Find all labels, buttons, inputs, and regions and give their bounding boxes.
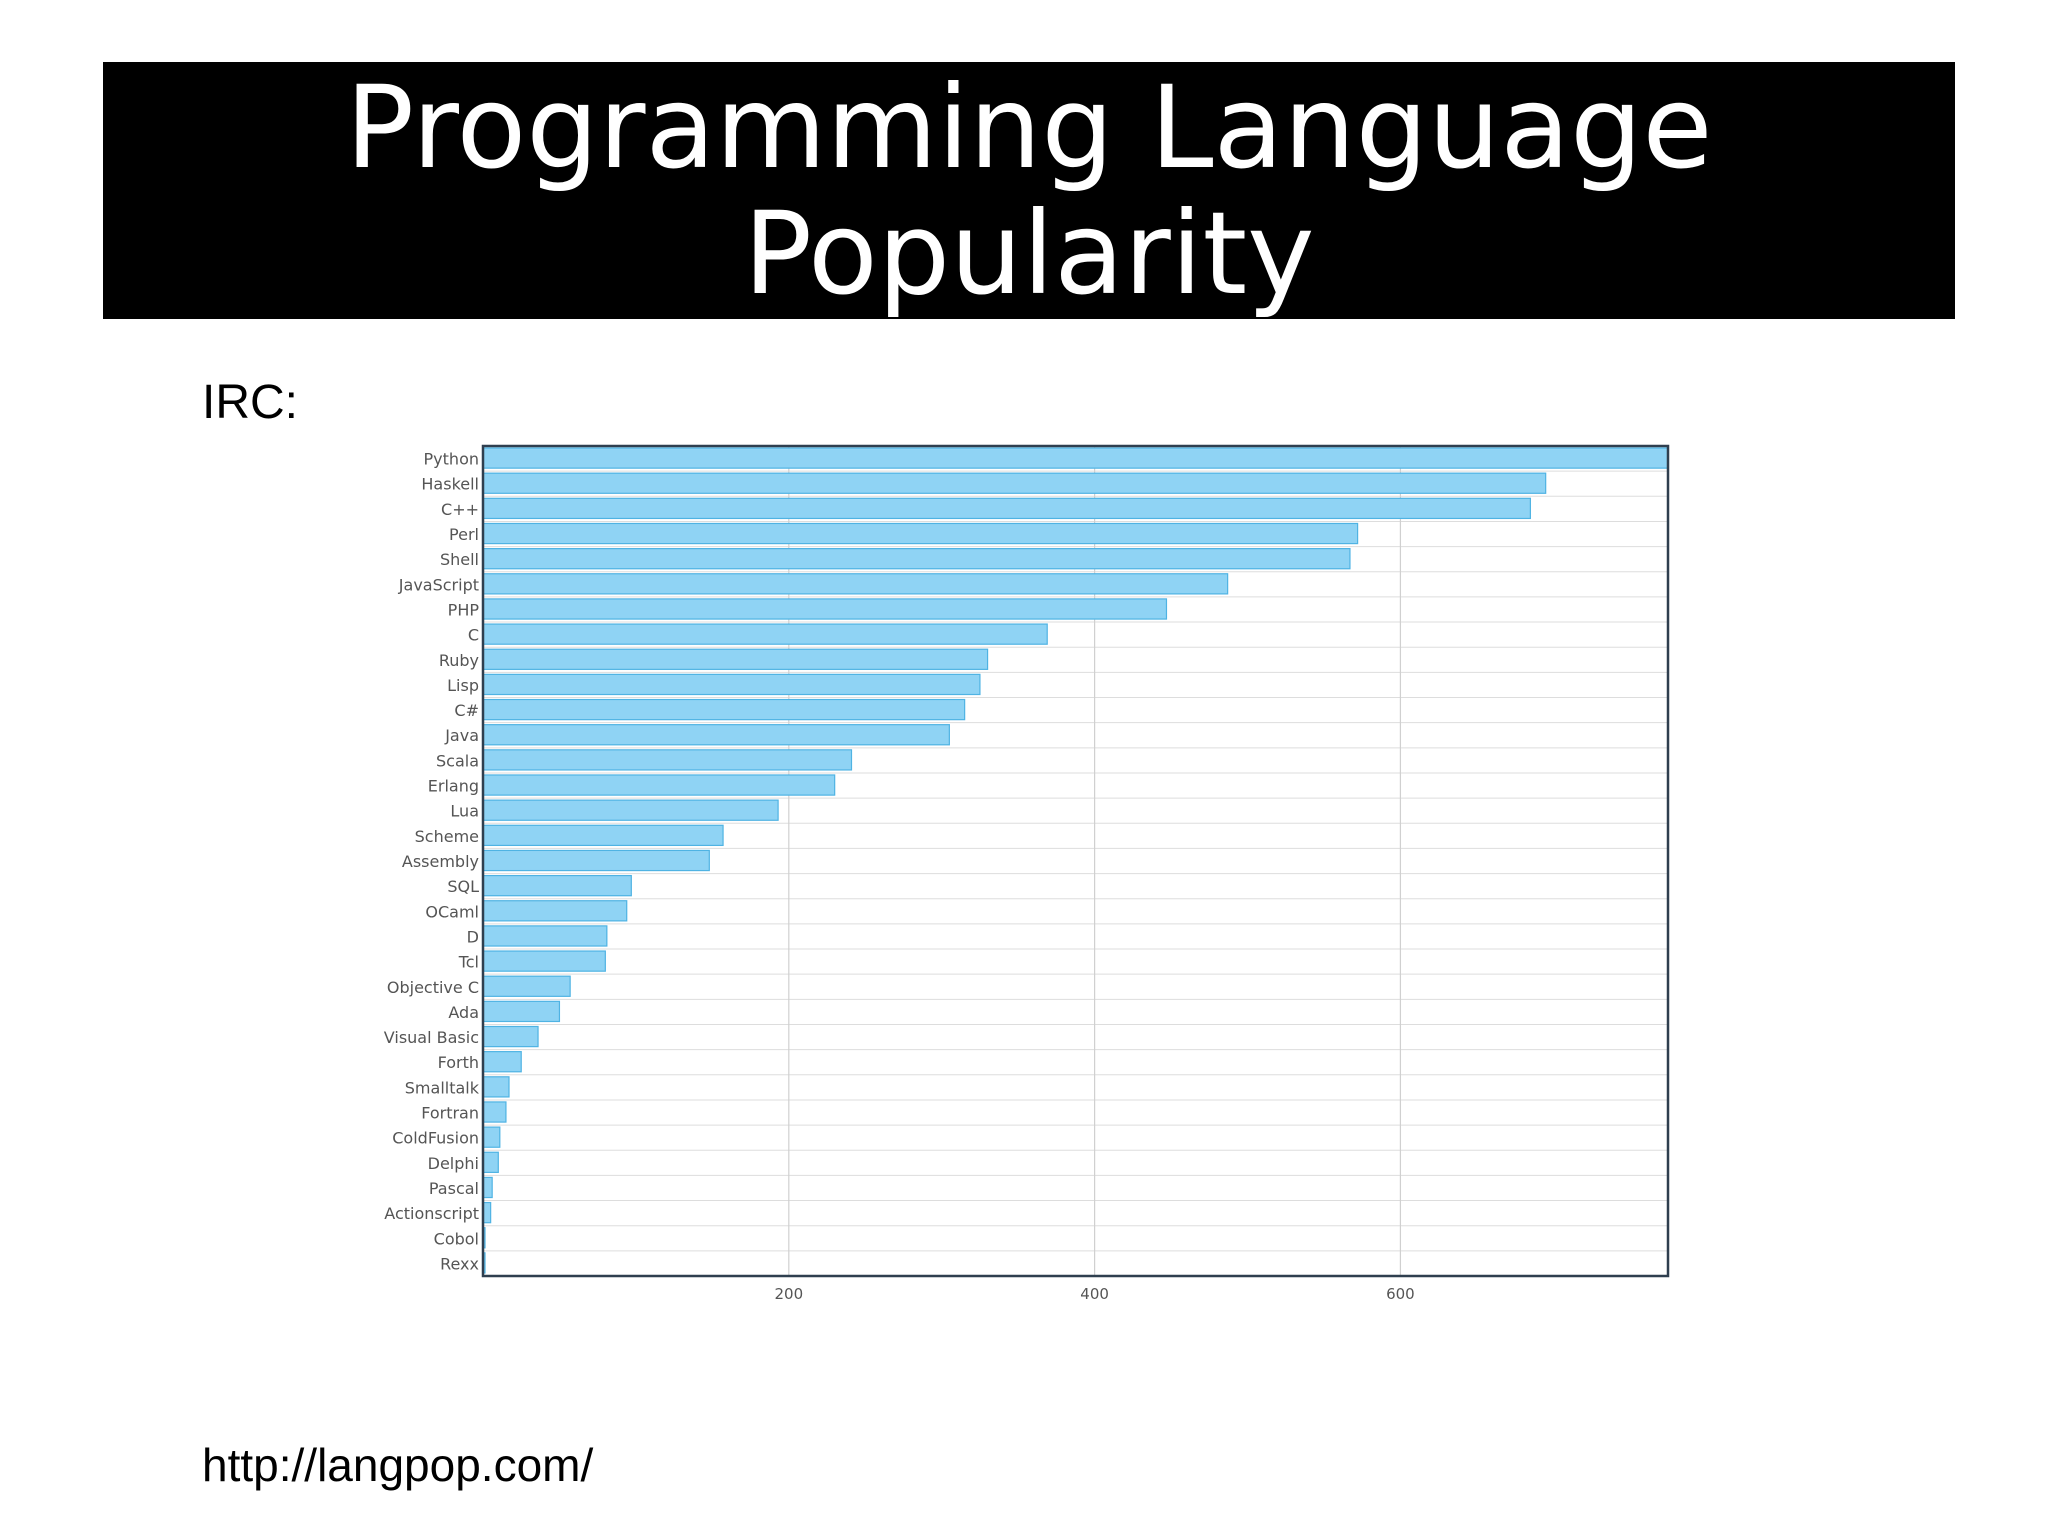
bar-erlang xyxy=(482,774,836,796)
category-label: C# xyxy=(454,701,479,720)
bar-php xyxy=(482,598,1168,620)
bar-perl xyxy=(482,522,1359,545)
chart-source-label: IRC: xyxy=(202,376,298,429)
bar-scheme xyxy=(482,824,724,847)
category-label: C++ xyxy=(441,500,479,519)
bar-coldfusion xyxy=(482,1126,501,1148)
bar-scala xyxy=(482,749,853,771)
category-label: Lisp xyxy=(447,676,479,695)
category-label: Ada xyxy=(448,1003,479,1022)
category-label: Ruby xyxy=(439,651,479,670)
bar-c- xyxy=(482,698,966,721)
bar-python xyxy=(482,447,1669,469)
category-label: Scheme xyxy=(415,827,479,846)
bar-java xyxy=(482,724,950,746)
category-label: Pascal xyxy=(429,1179,479,1198)
plot-border xyxy=(481,444,1670,1278)
category-label: Perl xyxy=(449,525,479,544)
category-label: Scala xyxy=(436,751,479,770)
bar-sql xyxy=(482,874,632,897)
category-label: Delphi xyxy=(428,1154,479,1173)
x-tick-label: 600 xyxy=(1386,1285,1415,1303)
bar-assembly xyxy=(482,849,710,872)
bar-lisp xyxy=(482,673,981,696)
bar-ada xyxy=(482,1000,561,1023)
bar-fortran xyxy=(482,1101,507,1123)
category-label: Lua xyxy=(450,802,479,821)
bar-ocaml xyxy=(482,900,628,922)
category-label: OCaml xyxy=(425,902,479,921)
slide-title-bar: Programming Language Popularity xyxy=(103,62,1955,319)
bar-tcl xyxy=(482,950,606,972)
bar-lua xyxy=(482,799,779,821)
category-label: JavaScript xyxy=(398,575,479,594)
category-label: Forth xyxy=(438,1053,479,1072)
category-label: Tcl xyxy=(458,953,479,972)
category-label: SQL xyxy=(447,877,479,896)
category-label: Assembly xyxy=(402,852,479,871)
x-tick-label: 200 xyxy=(774,1285,803,1303)
bar-c- xyxy=(482,497,1531,520)
category-label: Shell xyxy=(440,550,479,569)
bar-visual-basic xyxy=(482,1025,539,1048)
category-label: Smalltalk xyxy=(405,1078,480,1097)
bar-javascript xyxy=(482,573,1229,595)
bar-delphi xyxy=(482,1151,499,1173)
category-label: Rexx xyxy=(440,1254,479,1273)
bar-forth xyxy=(482,1051,522,1073)
category-label: Haskell xyxy=(421,475,479,494)
category-label: Cobol xyxy=(434,1229,479,1248)
category-label: ColdFusion xyxy=(392,1129,479,1148)
bar-d xyxy=(482,925,608,947)
category-label: Visual Basic xyxy=(384,1028,479,1047)
category-label: Erlang xyxy=(428,777,479,796)
category-label: Fortran xyxy=(421,1104,479,1123)
bar-smalltalk xyxy=(482,1076,510,1098)
bar-haskell xyxy=(482,472,1547,494)
slide-title: Programming Language Popularity xyxy=(345,60,1713,320)
category-label: Java xyxy=(444,726,479,745)
bar-pascal xyxy=(482,1176,493,1199)
category-label: Actionscript xyxy=(384,1204,479,1223)
x-tick-label: 400 xyxy=(1080,1285,1109,1303)
category-label: D xyxy=(467,927,479,946)
bar-c xyxy=(482,623,1048,645)
bar-objective-c xyxy=(482,975,571,997)
bar-ruby xyxy=(482,648,989,670)
category-label: Objective C xyxy=(387,978,479,997)
category-label: C xyxy=(468,626,479,645)
category-label: Python xyxy=(424,450,479,469)
bar-shell xyxy=(482,548,1351,570)
category-label: PHP xyxy=(448,600,480,619)
source-url: http://langpop.com/ xyxy=(202,1439,594,1491)
